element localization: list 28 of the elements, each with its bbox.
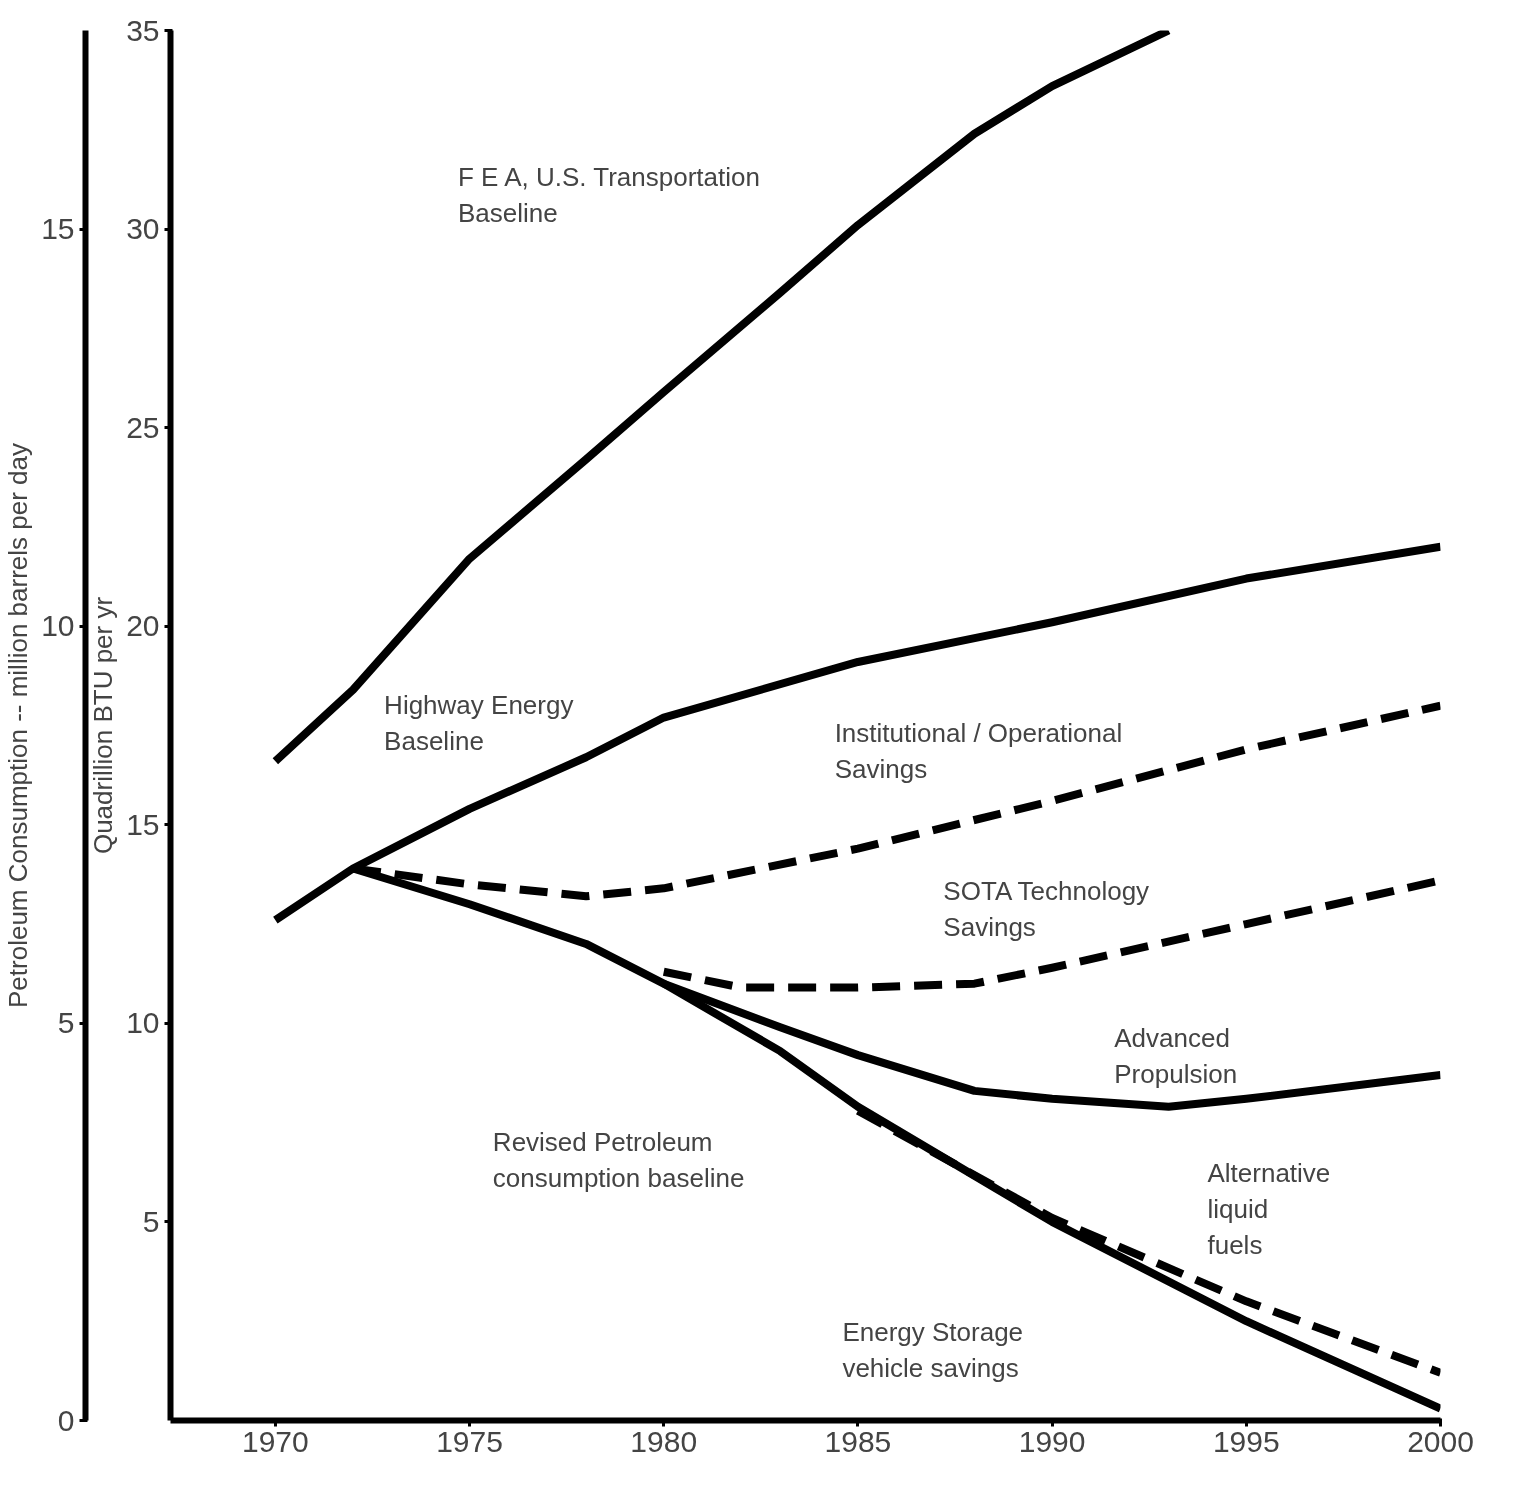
x-tick-label: 1985	[824, 1424, 892, 1458]
y-tick-label: 25	[126, 410, 160, 444]
y2-tick-label: 0	[57, 1403, 75, 1437]
y-tick-label: 20	[126, 609, 160, 643]
x-tick-label: 1970	[241, 1424, 309, 1458]
y2-tick-label: 5	[57, 1006, 75, 1040]
x-tick-label: 1995	[1212, 1424, 1280, 1458]
y-tick-label: 15	[126, 807, 160, 841]
y-tick-label: 30	[126, 212, 160, 246]
y-tick-label: 5	[142, 1204, 160, 1238]
x-tick-label: 1990	[1018, 1424, 1086, 1458]
y-tick-label: 35	[126, 13, 160, 47]
annotation: Revised Petroleum consumption baseline	[492, 1126, 745, 1193]
annotation: Advanced Propulsion	[1114, 1023, 1238, 1090]
annotation: Energy Storage vehicle savings	[842, 1317, 1024, 1384]
annotation: Alternative liquid fuels	[1207, 1158, 1331, 1261]
annotation: Institutional / Operational Savings	[834, 717, 1123, 784]
x-tick-label: 2000	[1407, 1424, 1474, 1458]
y2-axis-title: Petroleum Consumption -- million barrels per day	[3, 442, 34, 1008]
y2-tick-label: 10	[41, 609, 75, 643]
y2-tick-label: 15	[41, 212, 75, 246]
x-tick-label: 1975	[436, 1424, 503, 1458]
annotation: Highway Energy Baseline	[384, 689, 574, 756]
annotation: SOTA Technology Savings	[943, 876, 1150, 943]
x-tick-label: 1980	[630, 1424, 698, 1458]
y-axis-title: Quadrillion BTU per yr	[88, 596, 119, 855]
annotation: F E A, U.S. Transportation Baseline	[457, 161, 760, 228]
y-tick-label: 10	[126, 1006, 160, 1040]
